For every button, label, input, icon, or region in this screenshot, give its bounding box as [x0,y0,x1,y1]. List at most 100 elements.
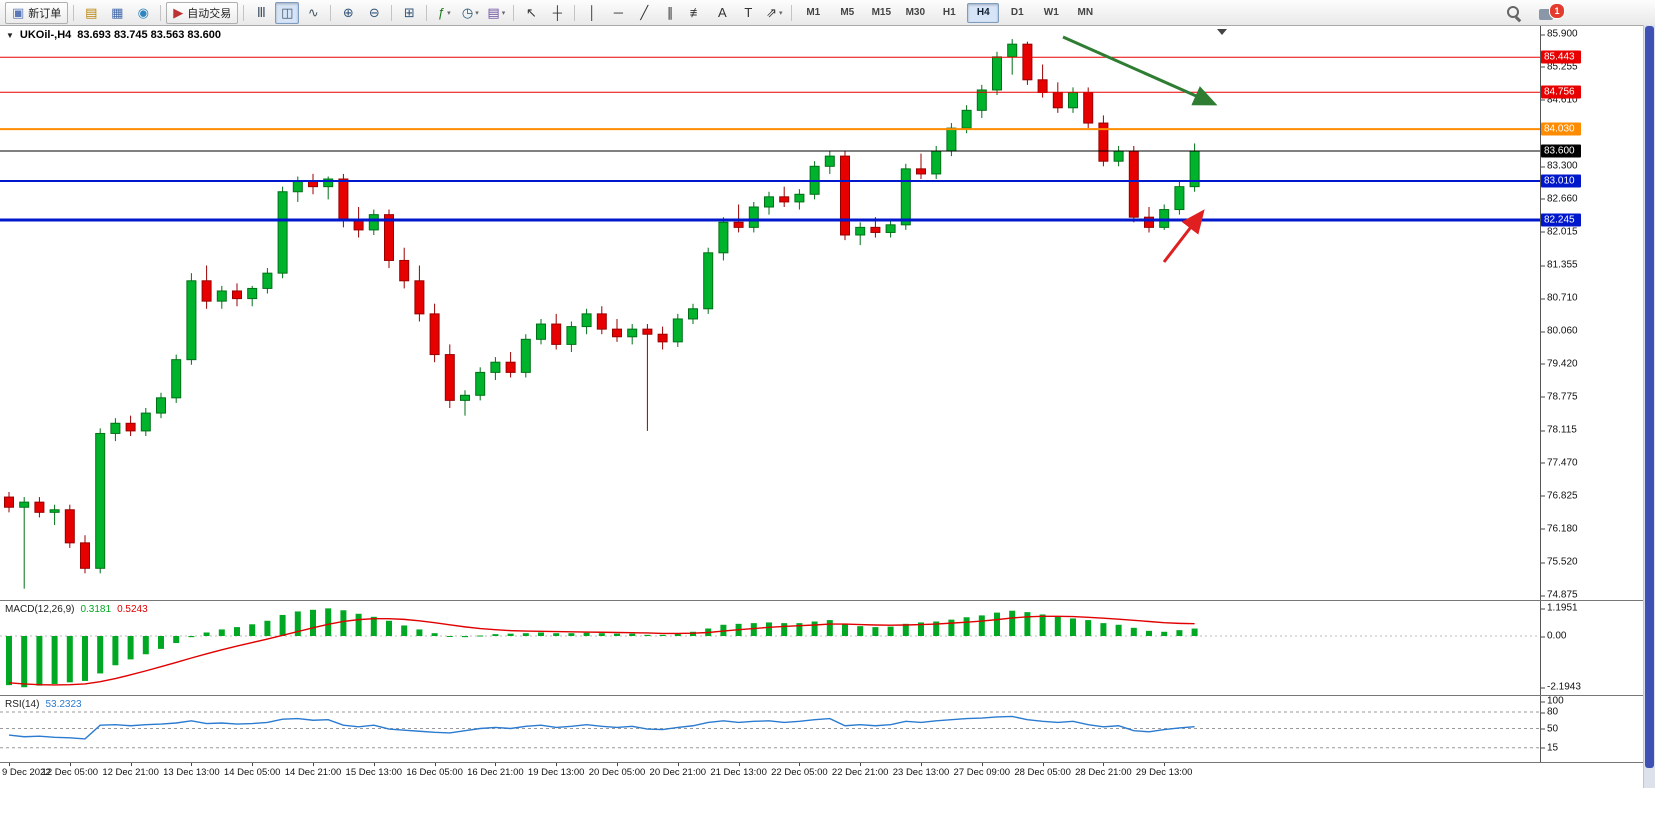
macd-name: MACD(12,26,9) [5,604,75,615]
templates-button[interactable]: ▤ ▾ [484,2,508,24]
channel-tool-button[interactable]: ∥ [658,2,682,24]
vertical-scrollbar[interactable] [1643,25,1655,788]
timeframe-h1[interactable]: H1 [942,7,956,18]
toolbar-separator [791,4,793,21]
time-label: 9 Dec 2022 [2,767,51,778]
new-chart-icon[interactable]: ▤ [79,2,103,24]
chart-shift-marker[interactable] [1217,29,1227,35]
price-tick-label: 76.825 [1541,490,1578,502]
new-order-icon: ▣ [12,5,25,20]
zoom-in-button[interactable]: ⊕ [336,2,360,24]
bar-chart-mode-icon: Ⅲ [256,5,266,20]
notifications-button[interactable]: 1 [1538,2,1565,22]
rsi-scale[interactable]: 100 80 50 15 [1540,696,1645,763]
chart-symbol-period: UKOil-,H4 [19,29,72,41]
indicators-button[interactable]: ƒ ▾ [432,2,456,24]
macd-tick-label: 1.1951 [1541,602,1578,614]
chart-pane: ▼ UKOil-,H4 83.693 83.745 83.563 83.600 … [0,25,1645,601]
price-tick-label: 80.710 [1541,292,1578,304]
chart-ohlc-values: 83.693 83.745 83.563 83.600 [77,29,222,41]
trendline-tool-button[interactable]: ╱ [632,2,656,24]
macd-plot[interactable] [0,601,1540,695]
fibonacci-tool-button[interactable]: ≢ [684,2,708,24]
time-tick [434,763,436,766]
time-tick [1103,763,1105,766]
search-button[interactable] [1502,2,1526,24]
rsi-tick-label: 80 [1540,706,1559,718]
autotrading-button[interactable]: ▶ 自动交易 [166,1,239,24]
time-tick [556,763,558,766]
timeframe-m15[interactable]: M15 [871,7,892,18]
timeframe-w1[interactable]: W1 [1043,7,1059,18]
macd-signal-line [8,615,1195,686]
price-tick-label: 78.775 [1541,391,1578,403]
new-order-button-label: 新订单 [28,7,62,20]
web-icon-icon: ◉ [137,5,149,20]
timeframe-h4[interactable]: H4 [967,2,1000,23]
timeframe-mn[interactable]: MN [1077,7,1094,18]
price-badge: 83.010 [1541,174,1581,188]
candlestick-mode-button[interactable]: ◫ [275,1,300,24]
green-trend-arrow[interactable] [1062,35,1218,106]
line-chart-mode-button[interactable]: ∿ [301,2,325,24]
rsi-value: 53.2323 [45,699,82,710]
scrollbar-thumb[interactable] [1645,26,1654,768]
bottom-strip [0,780,1655,825]
autotrading-button-label: 自动交易 [187,7,232,20]
timeframe-d1[interactable]: D1 [1010,7,1024,18]
red-support-arrow[interactable] [1162,209,1205,263]
label-tool-icon: T [744,5,753,20]
timeframe-m5[interactable]: M5 [840,7,855,18]
time-label: 23 Dec 13:00 [892,767,950,778]
templates-icon: ▤ [487,5,500,20]
timeframe-m30[interactable]: M30 [905,7,926,18]
web-icon[interactable]: ◉ [131,2,155,24]
bar-chart-mode-button[interactable]: Ⅲ [249,2,273,24]
macd-tick-label: 0.00 [1540,630,1567,642]
time-label: 28 Dec 21:00 [1075,767,1132,778]
time-axis[interactable]: 9 Dec 2022 12 Dec 05:00 12 Dec 21:00 13 Dec… [0,762,1644,781]
price-tick-label: 80.060 [1541,325,1578,337]
toolbar-right: 1 [1501,2,1565,24]
text-tool-button[interactable]: A [710,2,734,24]
price-tick-label: 76.180 [1541,523,1578,535]
timeframe-m1[interactable]: M1 [806,7,821,18]
rsi-pane: RSI(14) 53.2323 100 80 50 15 [0,695,1645,763]
zoom-out-button[interactable]: ⊖ [362,2,386,24]
profiles-icon[interactable]: ▦ [105,2,129,24]
rsi-plot[interactable] [0,696,1540,762]
macd-label: MACD(12,26,9) 0.3181 0.5243 [5,604,148,615]
horizontal-line-tool-button[interactable]: ─ [606,2,630,24]
one-click-trading-toggle[interactable]: ▼ [6,30,14,40]
cursor-button[interactable]: ↖ [519,2,543,24]
label-tool-button[interactable]: T [736,2,760,24]
time-tick [617,763,618,766]
arrows-tool-button[interactable]: ⇗ ▾ [762,2,786,24]
time-tick [921,763,922,766]
vertical-line-tool-button[interactable]: │ [580,2,604,24]
new-order-button[interactable]: ▣ 新订单 [5,1,69,24]
periods-button[interactable]: ◷ ▾ [458,2,482,24]
price-tick-label: 82.660 [1541,193,1578,205]
dropdown-caret-icon: ▾ [501,9,506,17]
tile-windows-button[interactable]: ⊞ [397,2,421,24]
price-tick-label: 78.115 [1541,424,1577,436]
time-tick [9,763,10,766]
line-chart-mode-icon: ∿ [307,5,319,20]
trendline-tool-icon: ╱ [640,5,649,20]
toolbar-separator [243,4,245,21]
time-label: 22 Dec 05:00 [771,767,828,778]
time-tick [373,763,375,766]
macd-scale[interactable]: 1.1951 0.00 -2.1943 [1540,601,1645,696]
time-label: 14 Dec 21:00 [284,767,342,778]
macd-tick-label: -2.1943 [1541,681,1581,693]
toolbar-buttons: ▣ 新订单 ▤ ▦ ◉ ▶ 自动交易 Ⅲ ◫ ∿ ⊕ ⊖ ⊞ ƒ ▾ ◷ ▾ ▤ ▾ ↖ ┼ │ ─ ╱ ∥ ≢ A T ⇗ ▾ [4,1,796,24]
periods-icon: ◷ [461,5,474,20]
price-scale[interactable]: 85.90085.25584.61083.95583.30082.66082.0… [1540,25,1645,601]
chart-title: ▼ UKOil-,H4 83.693 83.745 83.563 83.600 [6,29,221,41]
toolbar-separator [391,4,393,21]
notifications-icon [1539,8,1553,20]
price-plot[interactable] [0,25,1540,600]
crosshair-button[interactable]: ┼ [545,2,569,24]
rsi-tick-label: 100 [1541,695,1564,707]
